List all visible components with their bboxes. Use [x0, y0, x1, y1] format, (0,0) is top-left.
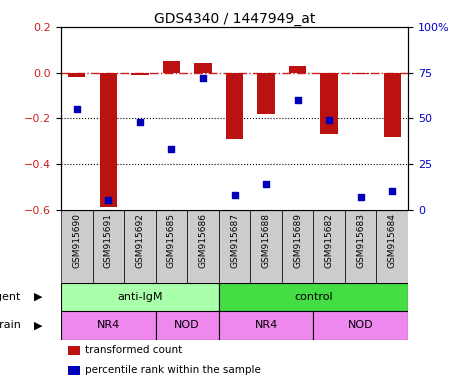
Bar: [61, 283, 219, 311]
Text: NOD: NOD: [348, 320, 373, 330]
Bar: [313, 210, 345, 283]
Bar: [257, 73, 275, 114]
Text: transformed count: transformed count: [85, 345, 182, 355]
Text: ▶: ▶: [34, 292, 43, 302]
Text: GSM915691: GSM915691: [104, 213, 113, 268]
Text: percentile rank within the sample: percentile rank within the sample: [85, 365, 261, 375]
Bar: [282, 210, 313, 283]
Text: GSM915682: GSM915682: [325, 213, 333, 268]
Point: [167, 146, 175, 152]
Point: [357, 194, 364, 200]
Point: [231, 192, 238, 198]
Title: GDS4340 / 1447949_at: GDS4340 / 1447949_at: [154, 12, 315, 26]
Text: anti-IgM: anti-IgM: [117, 292, 163, 302]
Bar: [68, 73, 85, 77]
Bar: [226, 73, 243, 139]
Bar: [156, 311, 219, 339]
Text: GSM915685: GSM915685: [167, 213, 176, 268]
Text: NOD: NOD: [174, 320, 200, 330]
Bar: [68, 366, 80, 375]
Text: NR4: NR4: [97, 320, 120, 330]
Bar: [219, 311, 313, 339]
Point: [294, 97, 302, 103]
Bar: [131, 73, 149, 75]
Point: [199, 75, 207, 81]
Bar: [289, 66, 306, 73]
Bar: [219, 210, 250, 283]
Bar: [352, 73, 370, 74]
Bar: [313, 311, 408, 339]
Bar: [250, 210, 282, 283]
Bar: [68, 346, 80, 354]
Bar: [163, 61, 180, 73]
Bar: [124, 210, 156, 283]
Bar: [99, 73, 117, 207]
Point: [262, 181, 270, 187]
Bar: [345, 210, 377, 283]
Point: [136, 119, 144, 125]
Bar: [384, 73, 401, 137]
Bar: [61, 210, 92, 283]
Text: GSM915688: GSM915688: [262, 213, 271, 268]
Bar: [320, 73, 338, 134]
Bar: [377, 210, 408, 283]
Bar: [156, 210, 187, 283]
Point: [105, 197, 112, 204]
Point: [73, 106, 81, 112]
Point: [325, 117, 333, 123]
Text: agent: agent: [0, 292, 21, 302]
Bar: [61, 311, 156, 339]
Text: strain: strain: [0, 320, 21, 330]
Bar: [187, 210, 219, 283]
Text: control: control: [294, 292, 333, 302]
Text: GSM915683: GSM915683: [356, 213, 365, 268]
Text: GSM915689: GSM915689: [293, 213, 302, 268]
Text: GSM915686: GSM915686: [198, 213, 207, 268]
Text: GSM915687: GSM915687: [230, 213, 239, 268]
Bar: [219, 283, 408, 311]
Text: GSM915684: GSM915684: [388, 213, 397, 268]
Text: NR4: NR4: [254, 320, 278, 330]
Point: [388, 188, 396, 194]
Text: GSM915692: GSM915692: [136, 213, 144, 268]
Text: ▶: ▶: [34, 320, 43, 330]
Bar: [194, 63, 212, 73]
Text: GSM915690: GSM915690: [72, 213, 81, 268]
Bar: [92, 210, 124, 283]
